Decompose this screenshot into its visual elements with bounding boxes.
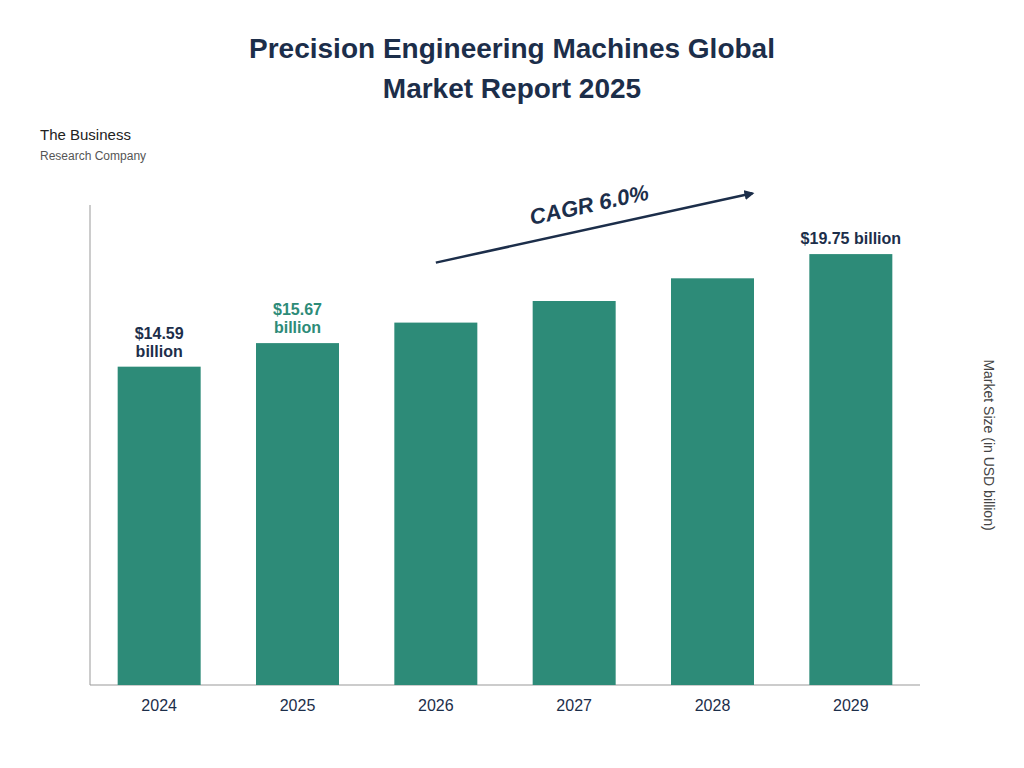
x-tick-label: 2028	[695, 697, 731, 714]
logo-text: Research Company	[40, 149, 146, 163]
y-axis-label: Market Size (in USD billion)	[981, 359, 997, 530]
annotation-line: $15.67	[273, 301, 322, 318]
bar	[118, 367, 201, 685]
bars	[118, 254, 893, 685]
subtitle: Market Report 2025	[383, 73, 641, 104]
chart-svg: Precision Engineering Machines Global Mar…	[0, 0, 1024, 768]
cagr-annotation: CAGR 6.0%	[527, 180, 651, 230]
x-tick-label: 2024	[141, 697, 177, 714]
x-tick-label: 2026	[418, 697, 454, 714]
x-tick-label: 2029	[833, 697, 869, 714]
bar-annotation: $19.75 billion	[801, 230, 901, 247]
bar	[671, 278, 754, 685]
bar	[394, 323, 477, 685]
annotation-line: $19.75 billion	[801, 230, 901, 247]
bar	[256, 343, 339, 685]
bar	[533, 301, 616, 685]
bar	[809, 254, 892, 685]
annotation-line: billion	[136, 343, 183, 360]
title: Precision Engineering Machines Global	[249, 33, 775, 64]
chart-container: Precision Engineering Machines Global Mar…	[0, 0, 1024, 768]
x-tick-label: 2027	[556, 697, 592, 714]
bar-annotation: $14.59billion	[135, 325, 184, 360]
logo-text: The Business	[40, 126, 131, 143]
bar-annotation: $15.67billion	[273, 301, 322, 336]
annotation-line: billion	[274, 319, 321, 336]
x-tick-label: 2025	[280, 697, 316, 714]
x-axis-line	[90, 685, 920, 686]
annotation-line: $14.59	[135, 325, 184, 342]
y-axis-line	[90, 205, 91, 685]
